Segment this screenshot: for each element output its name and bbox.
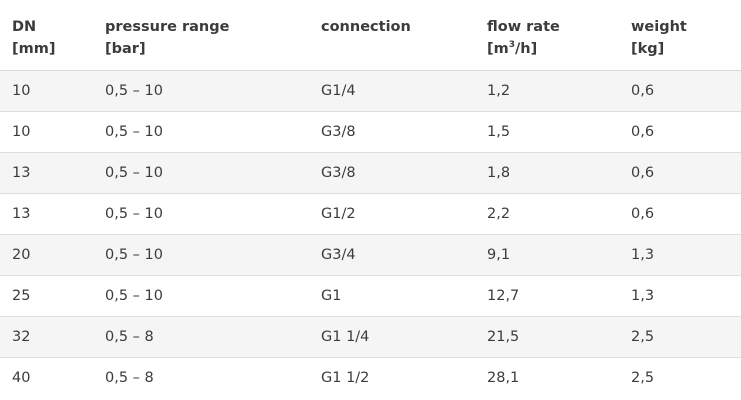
- cell-dn: 10: [12, 82, 31, 99]
- table-row: 25 0,5 – 10 G1 12,7 1,3: [0, 274, 741, 316]
- cell-connection: G3/8: [309, 151, 475, 193]
- cell-pressure-range: 0,5 – 10: [93, 233, 309, 275]
- cell-dn: 13: [0, 151, 93, 193]
- cell-dn: 10: [0, 110, 93, 152]
- cell-pressure-range: 0,5 – 8: [93, 315, 309, 357]
- header-flow-rate: flow rate [m3/h]: [475, 0, 619, 70]
- header-dn: DN [mm]: [0, 0, 93, 70]
- header-flow-rate-unit: [m3/h]: [487, 38, 619, 60]
- cell-connection: G1: [309, 274, 475, 316]
- table-row: 40 0,5 – 8 G1 1/2 28,1 2,5: [0, 356, 741, 398]
- header-weight-label: weight: [631, 19, 687, 35]
- cell-weight: 0,6: [619, 192, 741, 234]
- cell-flow-rate: 28,1: [475, 356, 619, 398]
- cell-dn: 32: [0, 315, 93, 357]
- cell-weight: 2,5: [619, 356, 741, 398]
- cell-flow-rate: 9,1: [475, 233, 619, 275]
- table-row: 10 0,5 – 10 G3/8 1,5 0,6: [0, 110, 741, 152]
- table-header: DN [mm] pressure range [bar] connection …: [0, 0, 741, 70]
- flow-rate-unit-prefix: [m: [487, 41, 509, 57]
- header-weight-unit: [kg]: [631, 41, 665, 57]
- table-row: 10 0,5 – 10 G1/4 1,2 0,6: [0, 70, 741, 111]
- cell-dn: 20: [0, 233, 93, 275]
- cell-dn: 13: [0, 192, 93, 234]
- cell-flow-rate: 1,8: [475, 151, 619, 193]
- header-row: DN [mm] pressure range [bar] connection …: [0, 0, 741, 70]
- header-connection: connection: [309, 0, 475, 70]
- cell-connection: G1 1/4: [309, 315, 475, 357]
- cell-pressure-range: 0,5 – 8: [93, 356, 309, 398]
- table-row: 13 0,5 – 10 G1/2 2,2 0,6: [0, 192, 741, 234]
- cell-pressure-range: 0,5 – 10: [93, 151, 309, 193]
- cell-flow-rate: 21,5: [475, 315, 619, 357]
- header-connection-label: connection: [321, 19, 411, 35]
- cell-connection: G3/4: [309, 233, 475, 275]
- header-flow-rate-label: flow rate: [487, 19, 560, 35]
- cell-flow-rate: 1,5: [475, 110, 619, 152]
- cell-connection: G1/2: [309, 192, 475, 234]
- cell-connection: G3/8: [309, 110, 475, 152]
- table-body: 10 0,5 – 10 G1/4 1,2 0,6 10 0,5 – 10 G3/…: [0, 70, 741, 398]
- header-dn-label: DN: [12, 19, 37, 35]
- flow-rate-unit-exponent: 3: [508, 40, 516, 50]
- cell-weight: 1,3: [619, 233, 741, 275]
- cell-flow-rate: 1,2: [487, 82, 511, 99]
- header-pressure-range-label: pressure range: [105, 19, 230, 35]
- cell-weight: 0,6: [619, 151, 741, 193]
- cell-pressure-range: 0,5 – 10: [93, 274, 309, 316]
- cell-dn: 25: [0, 274, 93, 316]
- header-dn-unit: [mm]: [12, 41, 56, 57]
- cell-weight: 0,6: [631, 82, 655, 99]
- header-weight: weight [kg]: [619, 0, 741, 70]
- cell-weight: 1,3: [619, 274, 741, 316]
- cell-weight: 2,5: [619, 315, 741, 357]
- cell-weight: 0,6: [619, 110, 741, 152]
- flow-rate-unit-suffix: /h]: [515, 41, 538, 57]
- header-pressure-range-unit: [bar]: [105, 41, 146, 57]
- cell-flow-rate: 2,2: [475, 192, 619, 234]
- cell-pressure-range: 0,5 – 10: [105, 82, 163, 99]
- cell-pressure-range: 0,5 – 10: [93, 192, 309, 234]
- table-row: 32 0,5 – 8 G1 1/4 21,5 2,5: [0, 315, 741, 357]
- table-row: 20 0,5 – 10 G3/4 9,1 1,3: [0, 233, 741, 275]
- cell-connection: G1 1/2: [309, 356, 475, 398]
- table-row: 13 0,5 – 10 G3/8 1,8 0,6: [0, 151, 741, 193]
- cell-pressure-range: 0,5 – 10: [93, 110, 309, 152]
- cell-connection: G1/4: [321, 82, 356, 99]
- cell-flow-rate: 12,7: [475, 274, 619, 316]
- header-pressure-range: pressure range [bar]: [93, 0, 309, 70]
- cell-dn: 40: [0, 356, 93, 398]
